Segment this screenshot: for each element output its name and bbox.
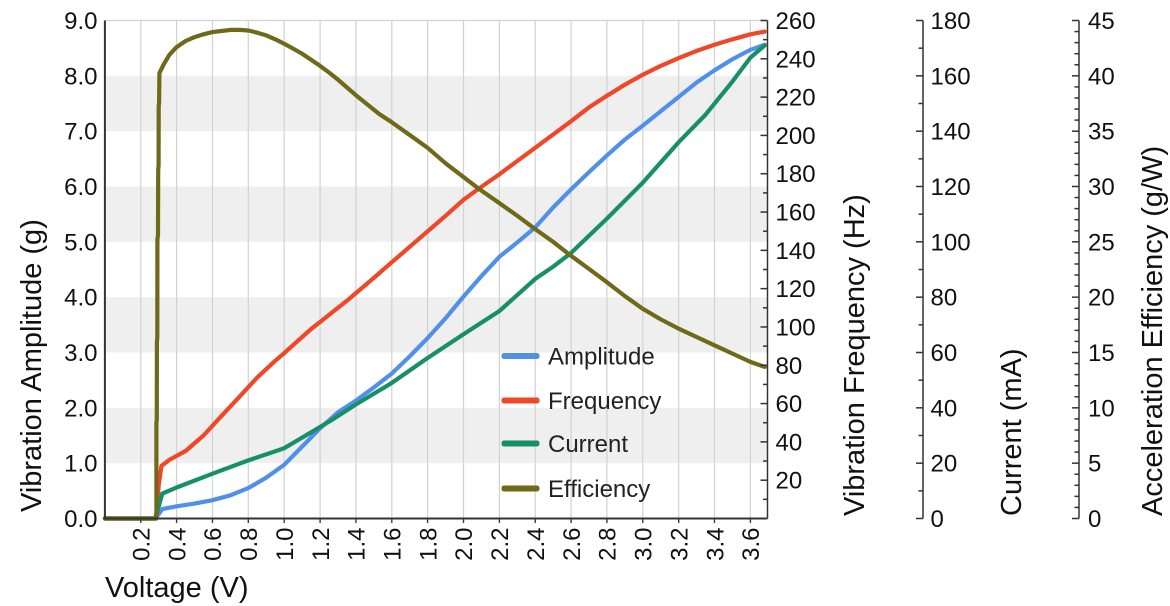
svg-text:7.0: 7.0 xyxy=(64,119,97,146)
svg-text:160: 160 xyxy=(931,63,971,90)
svg-text:80: 80 xyxy=(931,285,958,312)
svg-text:3.2: 3.2 xyxy=(666,528,693,561)
svg-text:Vibration Amplitude (g): Vibration Amplitude (g) xyxy=(16,219,48,512)
svg-text:160: 160 xyxy=(776,200,816,227)
svg-text:1.4: 1.4 xyxy=(344,528,371,561)
svg-text:Voltage (V): Voltage (V) xyxy=(105,572,248,604)
svg-text:30: 30 xyxy=(1088,174,1115,201)
svg-text:140: 140 xyxy=(931,119,971,146)
svg-text:Acceleration Efficiency (g/W): Acceleration Efficiency (g/W) xyxy=(1137,146,1169,516)
svg-text:3.6: 3.6 xyxy=(738,528,765,561)
svg-text:80: 80 xyxy=(776,353,803,380)
svg-text:1.0: 1.0 xyxy=(64,451,97,478)
svg-text:2.6: 2.6 xyxy=(559,528,586,561)
svg-text:2.2: 2.2 xyxy=(487,528,514,561)
svg-text:15: 15 xyxy=(1088,340,1115,367)
svg-text:0.2: 0.2 xyxy=(129,528,156,561)
svg-text:140: 140 xyxy=(776,238,816,265)
svg-text:0.0: 0.0 xyxy=(64,506,97,533)
svg-text:20: 20 xyxy=(931,451,958,478)
svg-text:0.8: 0.8 xyxy=(236,528,263,561)
svg-text:240: 240 xyxy=(776,46,816,73)
svg-text:20: 20 xyxy=(1088,285,1115,312)
svg-text:Frequency: Frequency xyxy=(548,388,661,415)
svg-text:Current: Current xyxy=(548,431,628,458)
svg-text:25: 25 xyxy=(1088,229,1115,256)
svg-text:3.0: 3.0 xyxy=(631,528,658,561)
svg-text:100: 100 xyxy=(776,315,816,342)
svg-text:1.0: 1.0 xyxy=(272,528,299,561)
svg-text:35: 35 xyxy=(1088,119,1115,146)
svg-text:3.0: 3.0 xyxy=(64,340,97,367)
svg-text:8.0: 8.0 xyxy=(64,63,97,90)
svg-text:180: 180 xyxy=(931,8,971,35)
svg-text:260: 260 xyxy=(776,8,816,35)
svg-text:60: 60 xyxy=(776,391,803,418)
svg-text:Vibration Frequency (Hz): Vibration Frequency (Hz) xyxy=(839,194,871,516)
svg-text:2.0: 2.0 xyxy=(64,395,97,422)
svg-text:4.0: 4.0 xyxy=(64,285,97,312)
svg-text:220: 220 xyxy=(776,85,816,112)
svg-text:3.4: 3.4 xyxy=(702,528,729,561)
svg-text:5.0: 5.0 xyxy=(64,229,97,256)
svg-text:Efficiency: Efficiency xyxy=(548,476,650,503)
svg-text:10: 10 xyxy=(1088,395,1115,422)
svg-text:2.8: 2.8 xyxy=(595,528,622,561)
svg-text:0.6: 0.6 xyxy=(200,528,227,561)
svg-text:120: 120 xyxy=(776,276,816,303)
svg-text:Amplitude: Amplitude xyxy=(548,344,655,371)
svg-text:6.0: 6.0 xyxy=(64,174,97,201)
svg-text:60: 60 xyxy=(931,340,958,367)
svg-text:40: 40 xyxy=(776,429,803,456)
svg-text:20: 20 xyxy=(776,468,803,495)
svg-text:40: 40 xyxy=(1088,63,1115,90)
svg-text:120: 120 xyxy=(931,174,971,201)
svg-text:9.0: 9.0 xyxy=(64,8,97,35)
svg-text:0: 0 xyxy=(1088,506,1101,533)
svg-text:1.6: 1.6 xyxy=(380,528,407,561)
svg-text:1.8: 1.8 xyxy=(415,528,442,561)
svg-text:1.2: 1.2 xyxy=(308,528,335,561)
svg-text:40: 40 xyxy=(931,395,958,422)
svg-text:Current (mA): Current (mA) xyxy=(996,348,1028,516)
svg-text:45: 45 xyxy=(1088,8,1115,35)
svg-text:2.0: 2.0 xyxy=(451,528,478,561)
svg-text:5: 5 xyxy=(1088,451,1101,478)
svg-text:0: 0 xyxy=(931,506,944,533)
svg-text:180: 180 xyxy=(776,161,816,188)
svg-text:2.4: 2.4 xyxy=(523,528,550,561)
svg-text:100: 100 xyxy=(931,229,971,256)
svg-text:0.4: 0.4 xyxy=(164,528,191,561)
svg-text:200: 200 xyxy=(776,123,816,150)
